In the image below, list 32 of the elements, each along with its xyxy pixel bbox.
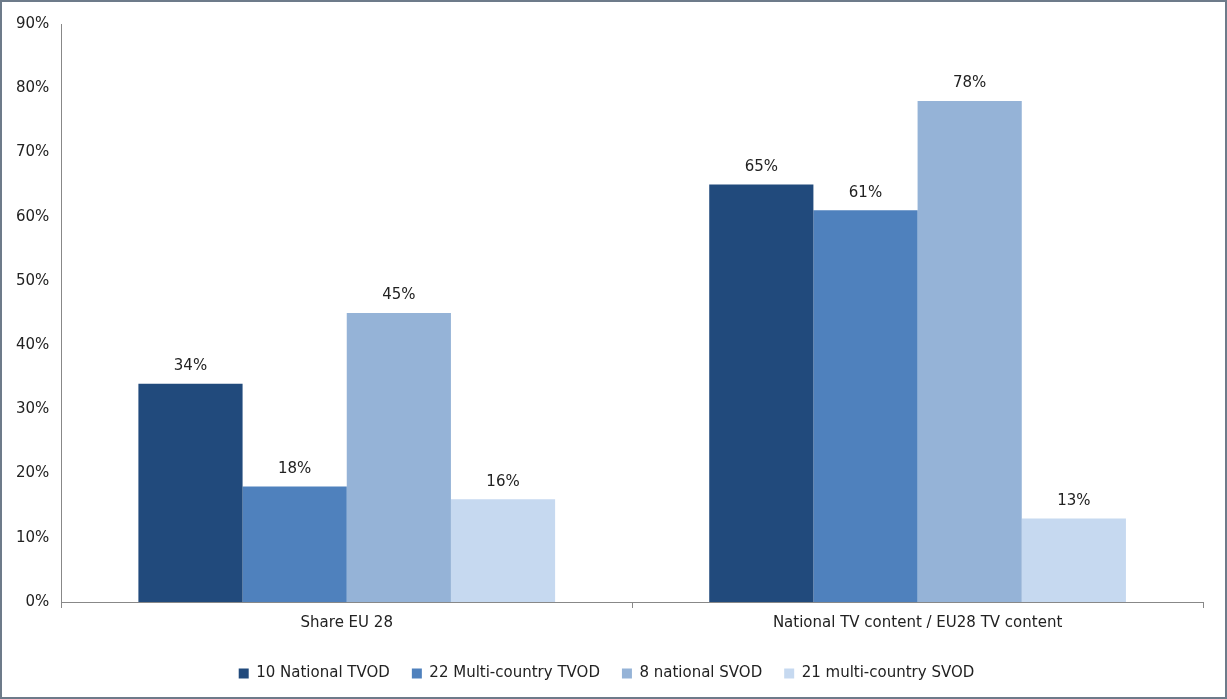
y-tick-label: 80% xyxy=(16,78,50,97)
y-tick-label: 10% xyxy=(16,527,50,546)
legend-label: 22 Multi-country TVOD xyxy=(429,663,600,682)
y-tick-label: 60% xyxy=(16,206,50,225)
legend-label: 8 national SVOD xyxy=(639,663,763,682)
data-label: 78% xyxy=(953,73,987,92)
data-label: 45% xyxy=(382,285,416,304)
bar xyxy=(813,210,918,602)
y-tick-label: 0% xyxy=(25,591,50,610)
bar xyxy=(1021,518,1126,602)
data-label: 34% xyxy=(173,356,208,375)
legend-label: 10 National TVOD xyxy=(256,663,390,682)
legend-label: 21 multi-country SVOD xyxy=(801,663,975,682)
data-label: 13% xyxy=(1057,490,1091,509)
y-tick-label: 30% xyxy=(16,399,50,418)
bar xyxy=(450,499,556,602)
bar xyxy=(917,101,1022,602)
y-tick-label: 90% xyxy=(16,13,50,32)
bar xyxy=(346,313,451,602)
data-label: 61% xyxy=(848,182,883,201)
x-tick-label: Share EU 28 xyxy=(300,612,393,631)
bar xyxy=(709,184,814,602)
data-label: 16% xyxy=(486,471,520,490)
bar xyxy=(242,486,347,602)
y-tick-label: 40% xyxy=(16,335,50,353)
y-tick-label: 20% xyxy=(16,463,50,482)
data-label: 65% xyxy=(744,156,778,175)
y-tick-label: 50% xyxy=(16,270,50,289)
x-tick-label: National TV content / EU28 TV content xyxy=(772,612,1063,631)
bar xyxy=(138,383,243,602)
y-tick-label: 70% xyxy=(16,142,50,161)
data-label: 18% xyxy=(277,458,312,477)
